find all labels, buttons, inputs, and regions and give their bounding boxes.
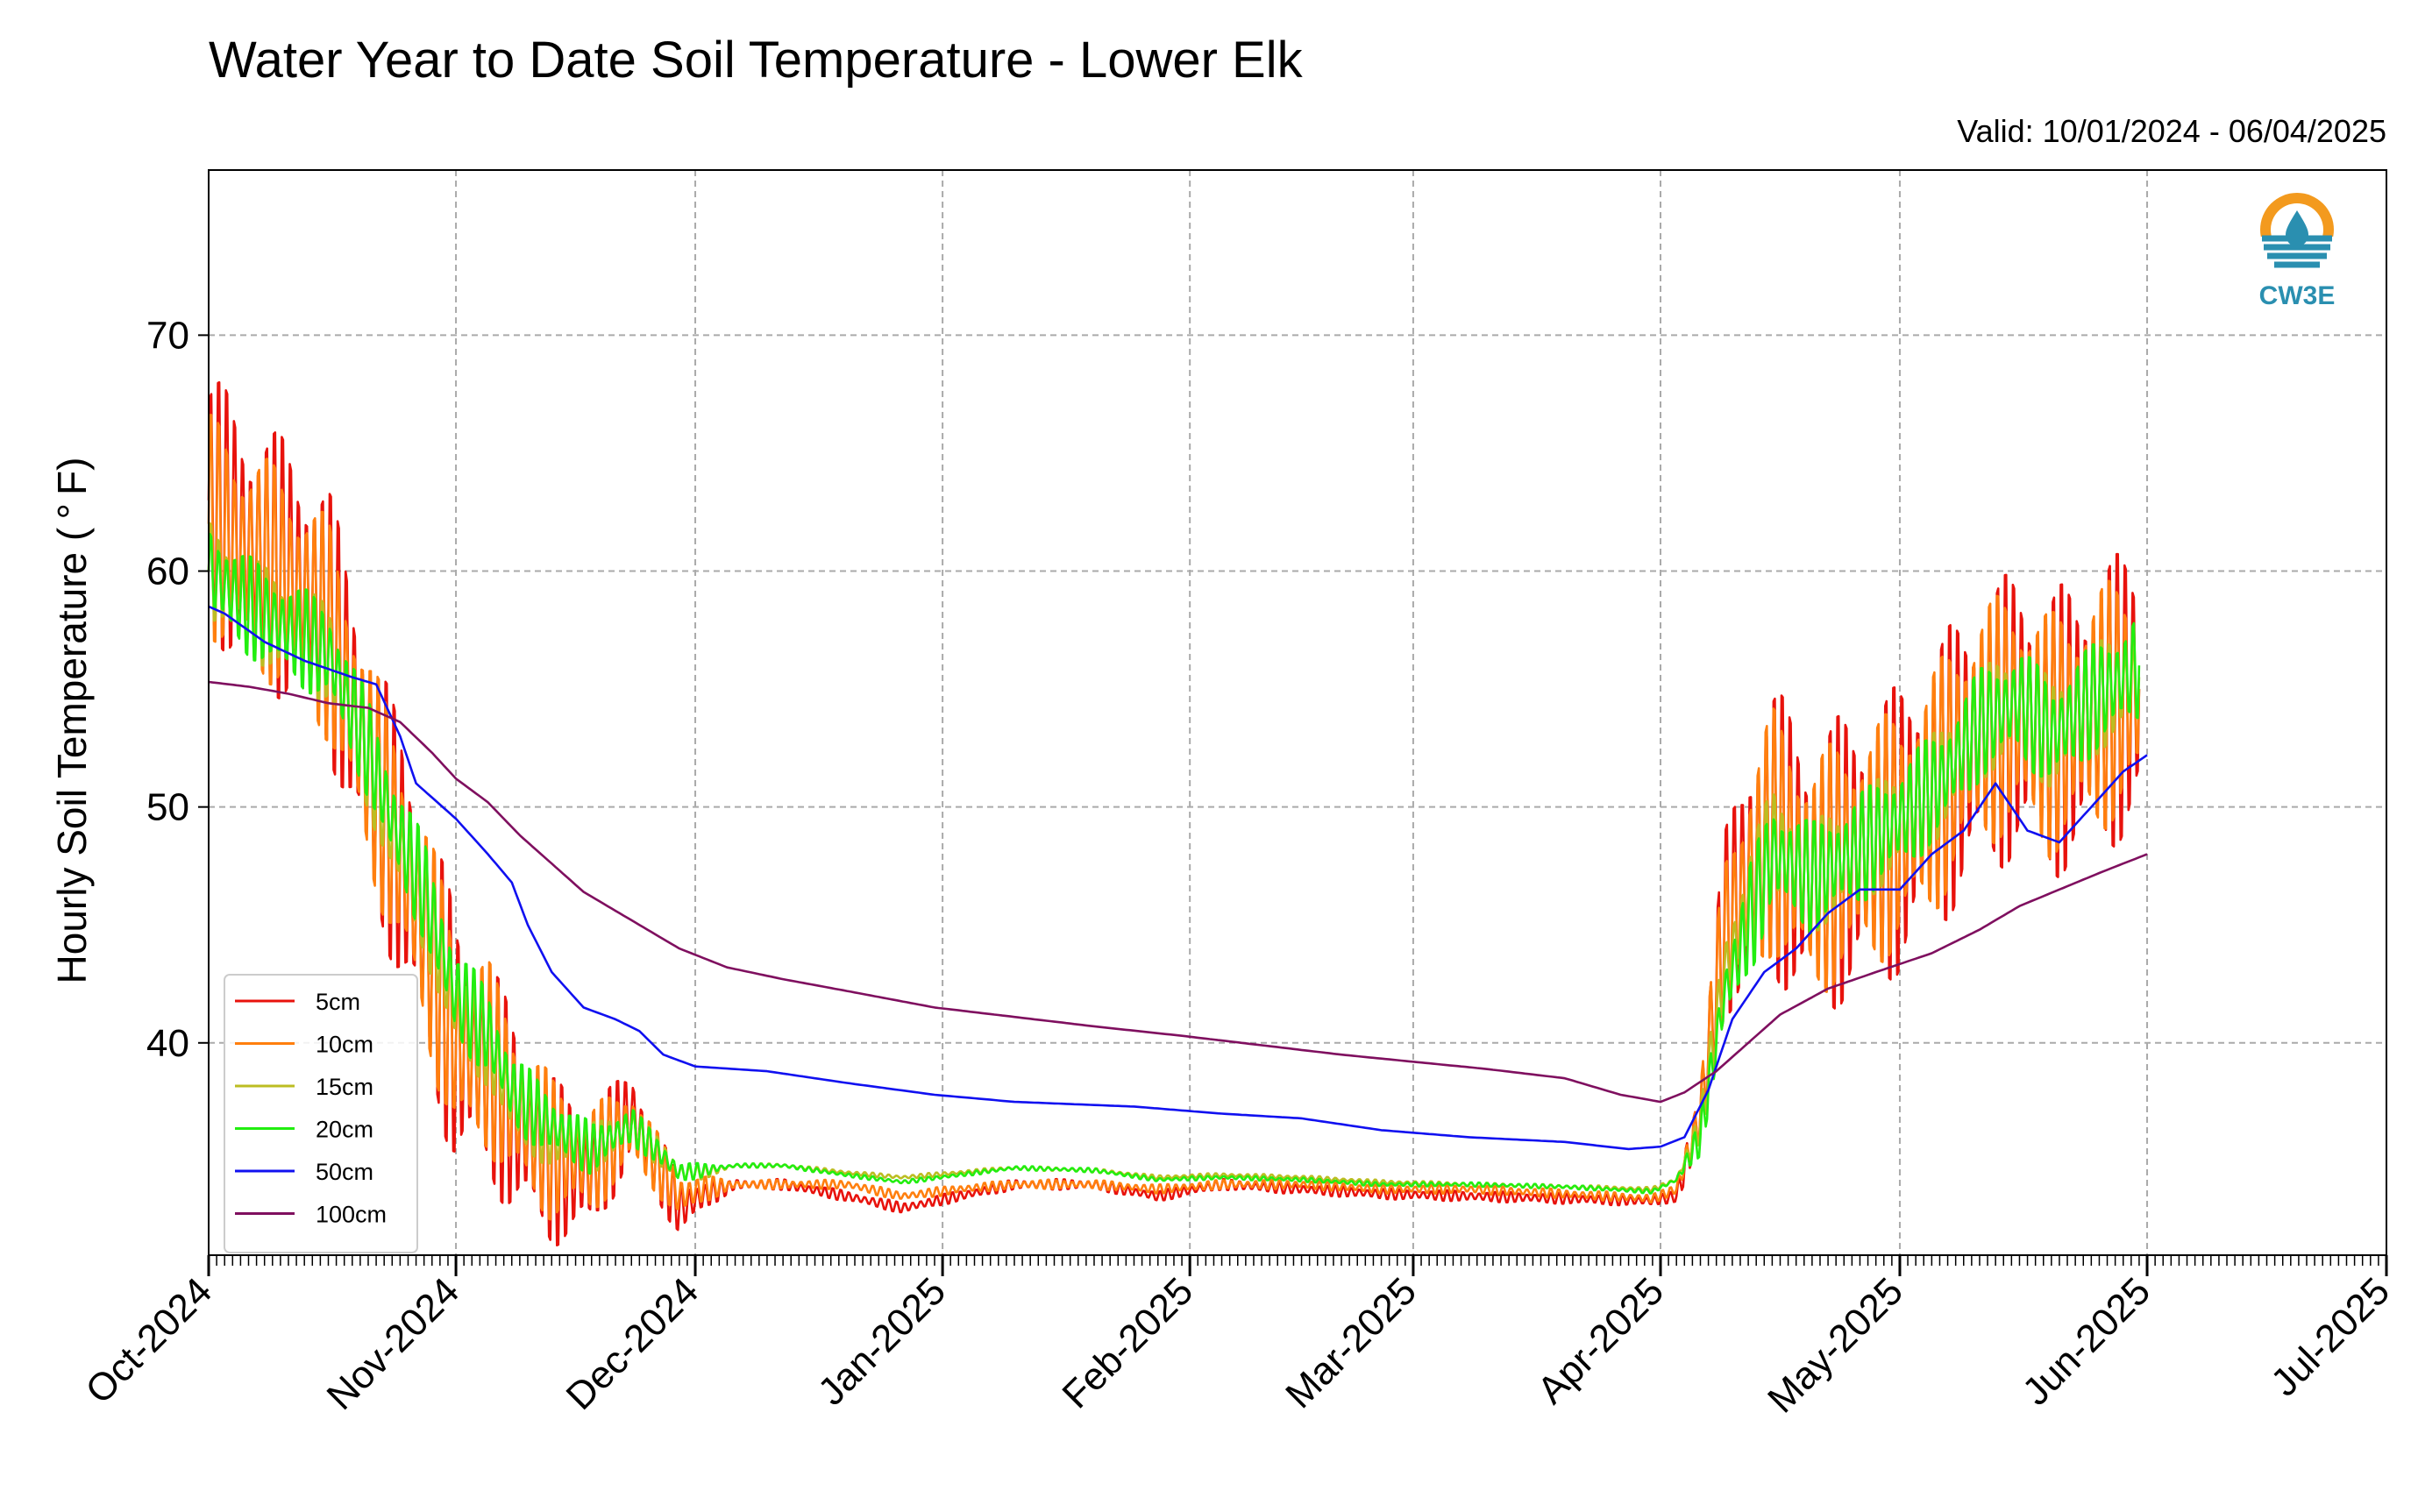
chart-subtitle: Valid: 10/01/2024 - 06/04/2025: [1957, 113, 2386, 149]
legend-label-15cm: 15cm: [316, 1074, 373, 1100]
y-tick-label: 70: [146, 314, 189, 357]
legend-label-100cm: 100cm: [316, 1202, 387, 1228]
legend-label-5cm: 5cm: [316, 989, 360, 1015]
legend-label-20cm: 20cm: [316, 1117, 373, 1143]
legend-label-10cm: 10cm: [316, 1032, 373, 1058]
legend: 5cm 10cm 15cm 20cm 50cm 100cm: [224, 975, 417, 1253]
y-tick-label: 60: [146, 550, 189, 593]
soil-temperature-chart: Water Year to Date Soil Temperature - Lo…: [0, 0, 2418, 1512]
y-axis-label: Hourly Soil Temperature ( ° F): [49, 458, 95, 984]
logo-text: CW3E: [2259, 281, 2336, 310]
y-tick-label: 50: [146, 786, 189, 829]
cw3e-logo: CW3E: [2258, 193, 2336, 310]
y-tick-label: 40: [146, 1022, 189, 1065]
chart-title: Water Year to Date Soil Temperature - Lo…: [209, 32, 1304, 89]
legend-label-50cm: 50cm: [316, 1159, 373, 1185]
